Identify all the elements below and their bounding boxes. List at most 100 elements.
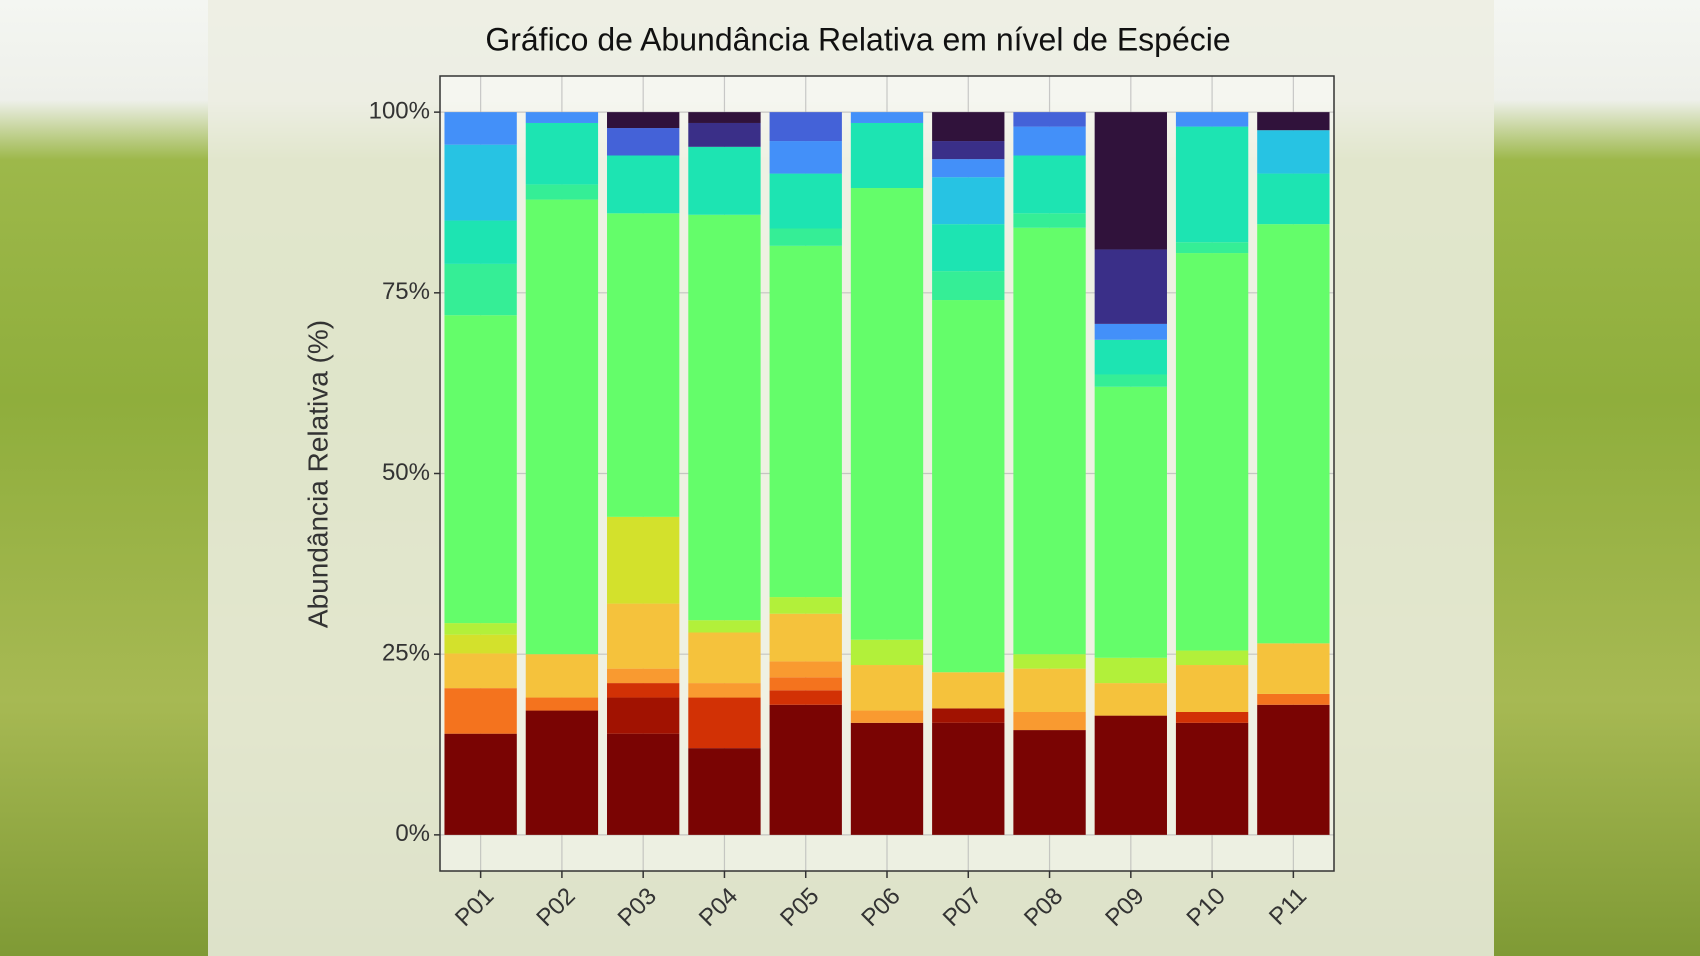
x-tick-label: P07 [938,883,987,932]
bar-segment [525,697,599,711]
bar-segment [525,654,599,698]
bar-segment [1257,112,1330,131]
x-tick-label: P06 [856,883,905,932]
bar-segment [1175,253,1249,651]
bar-segment [850,639,924,666]
bar-segment [1175,665,1249,712]
bar-segment [525,710,599,835]
bar-segment [444,733,517,835]
bar-segment [688,620,761,633]
bar-segment [607,213,680,517]
bar-segment [1013,126,1086,156]
bar-segment [1013,712,1086,731]
bar-segment [850,665,924,711]
bar-segment [688,146,761,215]
bar-segment [1175,650,1249,666]
bar-segment [769,245,842,598]
y-tick-label: 50% [382,459,430,486]
y-tick-label: 75% [382,278,430,305]
bar-segment [688,697,761,749]
bar-segment [688,632,761,684]
y-tick-label: 25% [382,640,430,667]
y-axis-title: Abundância Relativa (%) [302,320,333,628]
bar-segment [607,697,680,734]
x-tick-label: P05 [775,883,824,932]
bar-segment [769,661,842,678]
bar-segment [932,708,1005,723]
x-tick-label: P10 [1182,883,1231,932]
bar-segment [850,722,924,835]
bar-segment [1013,155,1086,214]
plot-border [439,75,1335,872]
bar-segment [769,173,842,229]
bar-segment [769,112,842,142]
bar-segment [1257,173,1330,225]
bar-segment [769,690,842,705]
bar-segment [1013,213,1086,228]
bar-segment [1013,112,1086,127]
bar-segment [769,704,842,835]
bar-segment [1257,643,1330,694]
bar-segment [1013,227,1086,655]
bar-segment [444,315,517,624]
x-tick-label: P08 [1019,883,1068,932]
bar-segment [769,613,842,662]
bar-segment [444,263,517,316]
bar-segment [1257,130,1330,174]
chart-title: Gráfico de Abundância Relativa em nível … [485,21,1230,57]
bar-segment [688,214,761,621]
bar-segment [850,710,924,723]
bar-segment [769,597,842,614]
bar-segment [1257,224,1330,644]
y-tick-label: 0% [395,820,430,847]
bar-segment [1175,712,1249,723]
bar-segment [1094,657,1167,684]
bar-segment [1094,683,1167,716]
bar-segment [850,188,924,640]
x-tick-label: P11 [1264,883,1312,931]
bar-segment [1257,693,1330,705]
bar-segment [932,722,1005,835]
bar-segment [444,144,517,221]
bar-segment [932,300,1005,673]
bar-segment [525,184,599,200]
bar-segment [607,128,680,156]
bar-segment [850,122,924,189]
bar-segment [1175,112,1249,127]
bar-segment [1094,715,1167,835]
bar-segment [1013,654,1086,669]
bar-segment [688,122,761,147]
bar-segment [932,141,1005,160]
bar-segment [932,271,1005,301]
x-tick-label: P02 [531,883,580,932]
x-tick-label: P01 [450,883,499,932]
bar-segment [688,748,761,835]
bar-segment [1094,112,1167,250]
bar-segment [932,177,1005,225]
bar-segment [607,683,680,698]
bar-segment [1094,386,1167,658]
bar-segment [1175,126,1249,243]
bar-segment [444,112,517,145]
bar-segment [525,112,599,123]
bar-segment [769,677,842,691]
bar-segment [769,141,842,174]
x-tick-label: P03 [613,883,662,932]
x-tick-label: P09 [1100,883,1149,932]
bar-segment [525,122,599,185]
bar-segment [1094,339,1167,375]
bar-segment [607,155,680,214]
bar-segment [932,112,1005,142]
bar-segment [444,634,517,654]
bar-segment [769,228,842,246]
bar-segment [1013,730,1086,835]
bar-segment [1094,374,1167,387]
bar-segment [607,516,680,604]
bar-segment [444,688,517,734]
bar-segment [1094,323,1167,340]
bar-segment [932,672,1005,709]
bar-segment [444,653,517,689]
bar-segment [850,112,924,123]
